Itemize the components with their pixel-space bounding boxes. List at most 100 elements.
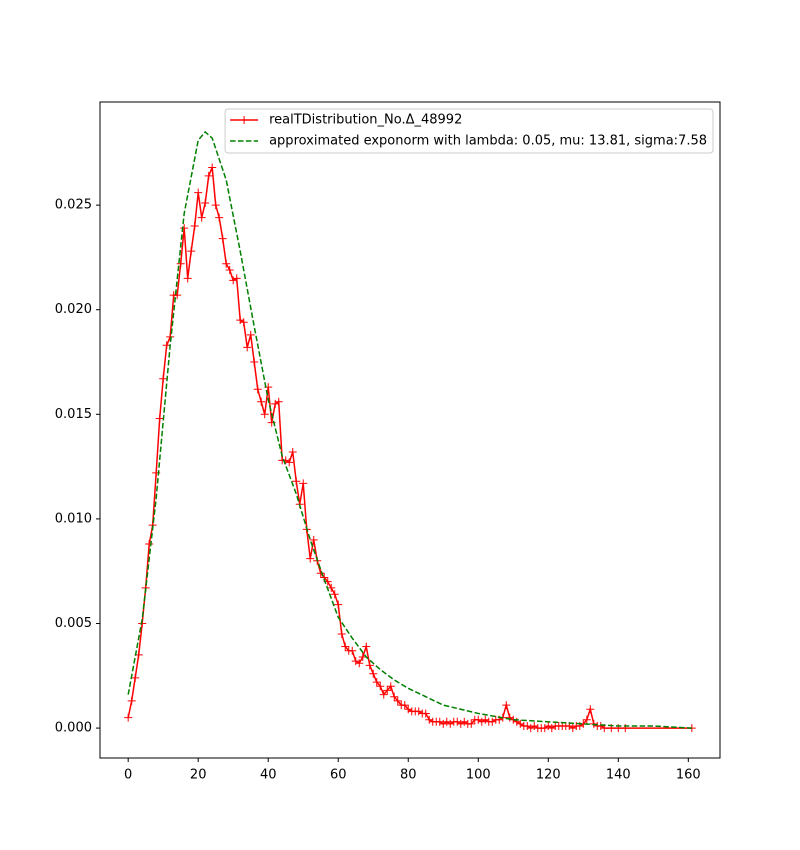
point-marker <box>523 721 532 730</box>
legend-label: approximated exponorm with lambda: 0.05,… <box>269 134 707 149</box>
legend-box <box>224 108 714 154</box>
point-marker <box>239 318 248 327</box>
point-marker <box>145 540 154 549</box>
point-marker <box>236 316 245 325</box>
legend-marker <box>240 116 249 124</box>
point-marker <box>481 715 490 724</box>
point-marker <box>316 569 325 578</box>
point-marker <box>176 259 185 268</box>
point-marker <box>442 717 451 726</box>
x-tick-label: 160 <box>676 768 701 783</box>
y-tick-label: 0.010 <box>55 511 92 526</box>
x-tick-label: 120 <box>536 768 561 783</box>
point-marker <box>250 358 259 367</box>
point-marker <box>386 682 395 691</box>
point-marker <box>505 713 514 722</box>
point-marker <box>124 713 133 722</box>
point-marker <box>299 479 308 488</box>
point-marker <box>288 447 297 456</box>
point-marker <box>369 669 378 678</box>
point-marker <box>400 701 409 710</box>
point-marker <box>215 213 224 222</box>
point-marker <box>162 341 171 350</box>
point-marker <box>222 259 231 268</box>
point-marker <box>516 719 525 728</box>
y-tick-label: 0.005 <box>55 616 92 631</box>
point-marker <box>540 724 549 733</box>
point-marker <box>187 247 196 256</box>
x-tick-label: 40 <box>260 768 277 783</box>
point-marker <box>225 265 234 274</box>
point-marker <box>173 291 182 300</box>
point-marker <box>260 410 269 419</box>
point-marker <box>246 330 255 339</box>
point-marker <box>190 222 199 231</box>
point-marker <box>309 535 318 544</box>
point-marker <box>414 707 423 716</box>
point-marker <box>425 715 434 724</box>
point-marker <box>243 343 252 352</box>
point-marker <box>544 721 553 730</box>
point-marker <box>337 629 346 638</box>
point-marker <box>155 414 164 423</box>
point-marker <box>274 397 283 406</box>
point-marker <box>180 224 189 233</box>
series-line <box>127 130 692 729</box>
point-marker <box>526 724 535 733</box>
point-marker <box>351 657 360 666</box>
point-marker <box>306 554 315 563</box>
x-tick-label: 80 <box>400 768 417 783</box>
point-marker <box>467 719 476 728</box>
point-marker <box>456 719 465 728</box>
point-marker <box>530 721 539 730</box>
point-marker <box>512 717 521 726</box>
point-marker <box>281 456 290 465</box>
point-marker <box>201 199 210 208</box>
x-tick-label: 100 <box>466 768 491 783</box>
point-marker <box>348 646 357 655</box>
point-marker <box>390 692 399 701</box>
point-marker <box>547 724 556 733</box>
point-marker <box>393 696 402 705</box>
point-marker <box>194 188 203 197</box>
point-marker <box>232 274 241 283</box>
point-marker <box>334 600 343 609</box>
point-marker <box>127 696 136 705</box>
point-marker <box>285 458 294 467</box>
point-marker <box>257 397 266 406</box>
point-marker <box>292 477 301 486</box>
point-marker <box>327 583 336 592</box>
point-marker <box>453 717 462 726</box>
point-marker <box>197 213 206 222</box>
point-marker <box>502 701 511 710</box>
y-tick-label: 0.015 <box>55 407 92 422</box>
point-marker <box>218 234 227 243</box>
plot-frame <box>99 101 721 759</box>
y-tick-label: 0.025 <box>55 198 92 213</box>
point-marker <box>596 721 605 730</box>
point-marker <box>208 163 217 172</box>
legend-label: realTDistribution_No.Δ_48992 <box>269 113 462 128</box>
x-tick-label: 140 <box>606 768 631 783</box>
point-marker <box>355 659 364 668</box>
point-marker <box>229 276 238 285</box>
point-marker <box>435 717 444 726</box>
x-tick-label: 20 <box>190 768 207 783</box>
point-marker <box>362 642 371 651</box>
point-marker <box>488 717 497 726</box>
point-marker <box>204 171 213 180</box>
y-tick-label: 0.020 <box>55 302 92 317</box>
point-marker <box>271 399 280 408</box>
point-marker <box>330 590 339 599</box>
point-marker <box>183 274 192 283</box>
point-marker <box>211 201 220 210</box>
point-marker <box>404 705 413 714</box>
legend: realTDistribution_No.Δ_48992 approximated… <box>224 108 714 154</box>
x-tick-label: 60 <box>330 768 347 783</box>
point-marker <box>365 661 374 670</box>
point-marker <box>372 678 381 687</box>
point-marker <box>446 719 455 728</box>
point-marker <box>474 715 483 724</box>
point-marker <box>568 724 577 733</box>
series-line <box>127 167 692 729</box>
